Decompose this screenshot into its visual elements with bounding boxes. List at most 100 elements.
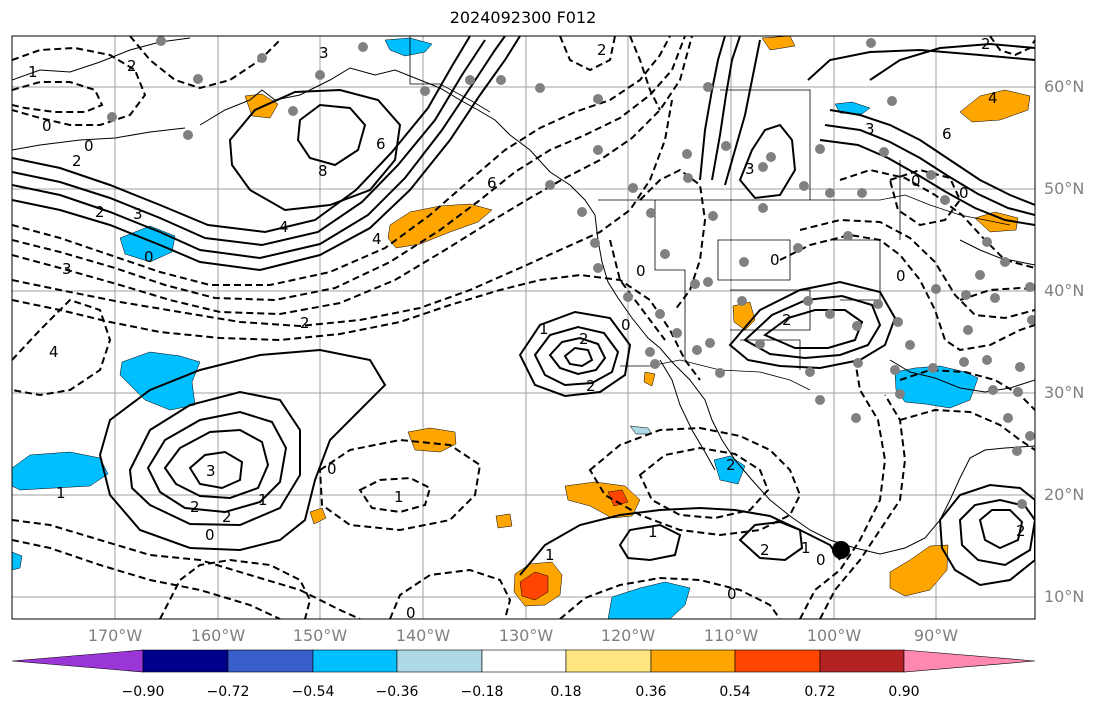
- shade-positive: [309, 507, 327, 525]
- lon-label: 120°W: [600, 626, 656, 645]
- contour-label: 2: [72, 152, 82, 170]
- lon-label: 110°W: [703, 626, 759, 645]
- borders: [409, 36, 1011, 391]
- colorbar-segment: [734, 649, 821, 673]
- contour-label: 2: [222, 508, 232, 526]
- contour-label: 0: [770, 251, 780, 269]
- contour-label: 3: [133, 205, 143, 223]
- contour-label: 0: [42, 117, 52, 135]
- contour-label: 0: [621, 316, 631, 334]
- colorbar-tick: −0.54: [291, 684, 335, 700]
- colorbar-segment: [565, 649, 652, 673]
- contour-label: 0: [911, 172, 921, 190]
- shade-negative: [12, 551, 23, 571]
- colorbar-tick: 0.54: [719, 684, 751, 700]
- contour-label: 0: [727, 585, 737, 603]
- colorbar-segment: [481, 649, 567, 673]
- plot-frame: [11, 35, 1036, 620]
- chart-title: 2024092300 F012: [449, 8, 597, 27]
- contour-label: 4: [49, 343, 59, 361]
- contour-label: 2: [95, 203, 105, 221]
- shade-negative: [607, 581, 691, 619]
- colorbar-tick: 0.18: [550, 684, 582, 700]
- contour-label: 2: [300, 314, 310, 332]
- contour-label: 1: [394, 488, 404, 506]
- shade-strong: [519, 571, 549, 601]
- lat-label: 20°N: [1044, 485, 1085, 504]
- contour-label: 1: [56, 484, 66, 502]
- colorbar-segment: [312, 649, 398, 673]
- contour-label: 3: [865, 120, 875, 138]
- contour-label: 3: [745, 160, 755, 178]
- contour-label: 2: [597, 41, 607, 59]
- lat-label: 50°N: [1044, 179, 1085, 198]
- contour-label: 0: [636, 262, 646, 280]
- contour-label: 2: [782, 311, 792, 329]
- shade-positive: [959, 89, 1031, 123]
- contour-label: 3: [62, 260, 72, 278]
- shade-positive: [761, 36, 796, 51]
- contour-label: 0: [327, 460, 337, 478]
- lat-label: 60°N: [1044, 77, 1085, 96]
- contour-label: 0: [205, 526, 215, 544]
- contour-label: 6: [487, 174, 497, 192]
- contour-label: 6: [376, 135, 386, 153]
- shade-positive: [889, 544, 949, 597]
- contour-label: 8: [318, 162, 328, 180]
- contour-label: 3: [319, 44, 329, 62]
- contour-label: 4: [988, 89, 998, 107]
- contour-label: 1: [28, 63, 38, 81]
- contour-label: 2: [190, 498, 200, 516]
- contour-label: 4: [372, 230, 382, 248]
- shade-positive: [564, 481, 641, 519]
- contour-label: 0: [959, 184, 969, 202]
- contour-label: 2: [586, 377, 596, 395]
- contour-label: 2: [726, 456, 736, 474]
- shade-light: [629, 425, 653, 435]
- marker-point: [832, 541, 850, 559]
- shade-positive: [407, 427, 457, 453]
- contour-label: 0: [406, 604, 416, 622]
- colorbar-segment: [650, 649, 736, 673]
- contour-label: 0: [816, 551, 826, 569]
- colorbar-tick: −0.36: [375, 684, 419, 700]
- contour-label: 0: [84, 137, 94, 155]
- contour-label: 1: [539, 320, 549, 338]
- contour-label: 6: [942, 125, 952, 143]
- contour-label: 2: [1016, 522, 1026, 540]
- contour-label: 2: [127, 57, 137, 75]
- observation-points: [107, 36, 1035, 509]
- shade-positive: [495, 513, 513, 529]
- lon-label: 170°W: [87, 626, 143, 645]
- contour-label: 2: [981, 35, 991, 53]
- lon-label: 90°W: [913, 626, 959, 645]
- lon-label: 160°W: [190, 626, 246, 645]
- contours-solid: [12, 36, 1035, 587]
- colorbar-extend-high: [903, 649, 1036, 673]
- colorbar-tick: 0.72: [804, 684, 836, 700]
- lat-label: 40°N: [1044, 281, 1085, 300]
- shade-negative: [12, 451, 109, 491]
- colorbar-tick: 0.90: [888, 684, 920, 700]
- shade-positive: [387, 203, 493, 249]
- contour-label: 1: [801, 539, 811, 557]
- contour-label: 1: [648, 523, 658, 541]
- contour-labels: 3 2 1 0 0 2 8 6 2 3 0 4 3 4 6 4 2 2 0 1 …: [28, 35, 1026, 622]
- colorbar-tick: −0.18: [460, 684, 504, 700]
- colorbar-segment: [396, 649, 483, 673]
- colorbar-tick: −0.72: [206, 684, 250, 700]
- contour-label: 4: [279, 218, 289, 236]
- colorbar: [11, 649, 1036, 673]
- colorbar-extend-low: [11, 649, 144, 673]
- contour-label: 1: [258, 491, 268, 509]
- shade-strong: [607, 489, 629, 507]
- lon-label: 130°W: [498, 626, 554, 645]
- contours-dashed: [12, 36, 1035, 619]
- graticule: [12, 36, 1035, 619]
- lat-label: 10°N: [1044, 587, 1085, 606]
- shaded-regions: [12, 36, 1031, 619]
- contour-label: 0: [144, 248, 154, 266]
- lat-label: 30°N: [1044, 383, 1085, 402]
- colorbar-tick: −0.90: [121, 684, 165, 700]
